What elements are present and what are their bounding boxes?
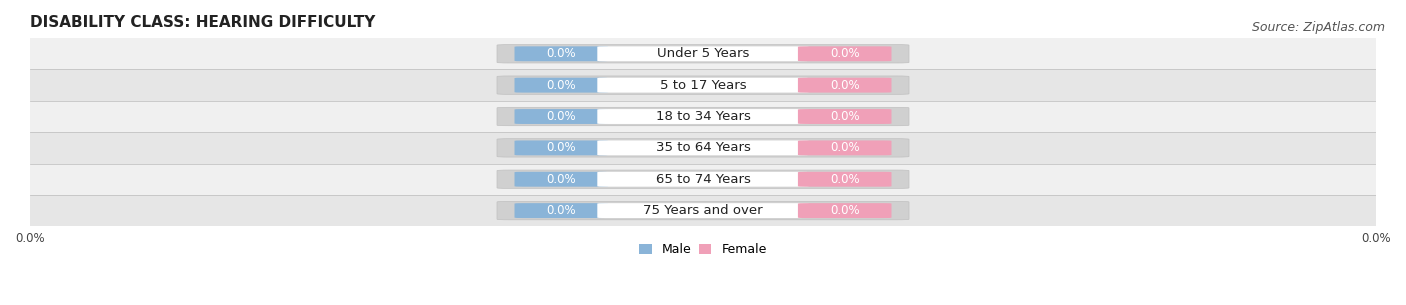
FancyBboxPatch shape — [598, 140, 808, 155]
Text: 5 to 17 Years: 5 to 17 Years — [659, 79, 747, 92]
Text: 0.0%: 0.0% — [547, 142, 576, 154]
Legend: Male, Female: Male, Female — [634, 239, 772, 261]
FancyBboxPatch shape — [496, 45, 910, 63]
FancyBboxPatch shape — [598, 78, 808, 93]
FancyBboxPatch shape — [515, 109, 607, 124]
FancyBboxPatch shape — [598, 109, 808, 124]
Bar — [30, 70, 1376, 101]
Bar — [30, 38, 1376, 70]
FancyBboxPatch shape — [799, 140, 891, 155]
Bar — [30, 195, 1376, 226]
Text: 0.0%: 0.0% — [830, 173, 859, 186]
Text: 0.0%: 0.0% — [547, 47, 576, 60]
FancyBboxPatch shape — [515, 203, 607, 218]
Bar — [30, 163, 1376, 195]
FancyBboxPatch shape — [496, 107, 910, 126]
FancyBboxPatch shape — [799, 172, 891, 187]
Text: 0.0%: 0.0% — [547, 173, 576, 186]
Text: 0.0%: 0.0% — [547, 110, 576, 123]
Bar — [30, 101, 1376, 132]
Text: 0.0%: 0.0% — [830, 47, 859, 60]
Text: DISABILITY CLASS: HEARING DIFFICULTY: DISABILITY CLASS: HEARING DIFFICULTY — [30, 15, 375, 30]
FancyBboxPatch shape — [598, 46, 808, 61]
Text: 0.0%: 0.0% — [830, 110, 859, 123]
FancyBboxPatch shape — [496, 76, 910, 94]
FancyBboxPatch shape — [496, 201, 910, 220]
FancyBboxPatch shape — [515, 140, 607, 155]
FancyBboxPatch shape — [496, 139, 910, 157]
Text: 75 Years and over: 75 Years and over — [643, 204, 763, 217]
FancyBboxPatch shape — [799, 203, 891, 218]
Text: 0.0%: 0.0% — [830, 204, 859, 217]
Text: 18 to 34 Years: 18 to 34 Years — [655, 110, 751, 123]
FancyBboxPatch shape — [799, 46, 891, 61]
FancyBboxPatch shape — [515, 78, 607, 93]
Text: Source: ZipAtlas.com: Source: ZipAtlas.com — [1251, 21, 1385, 34]
FancyBboxPatch shape — [515, 46, 607, 61]
Text: Under 5 Years: Under 5 Years — [657, 47, 749, 60]
FancyBboxPatch shape — [496, 170, 910, 188]
FancyBboxPatch shape — [598, 203, 808, 218]
Text: 35 to 64 Years: 35 to 64 Years — [655, 142, 751, 154]
FancyBboxPatch shape — [515, 172, 607, 187]
Bar — [30, 132, 1376, 163]
Text: 0.0%: 0.0% — [547, 79, 576, 92]
Text: 0.0%: 0.0% — [830, 79, 859, 92]
FancyBboxPatch shape — [799, 78, 891, 93]
Text: 0.0%: 0.0% — [830, 142, 859, 154]
Text: 0.0%: 0.0% — [547, 204, 576, 217]
FancyBboxPatch shape — [799, 109, 891, 124]
Text: 65 to 74 Years: 65 to 74 Years — [655, 173, 751, 186]
FancyBboxPatch shape — [598, 172, 808, 187]
